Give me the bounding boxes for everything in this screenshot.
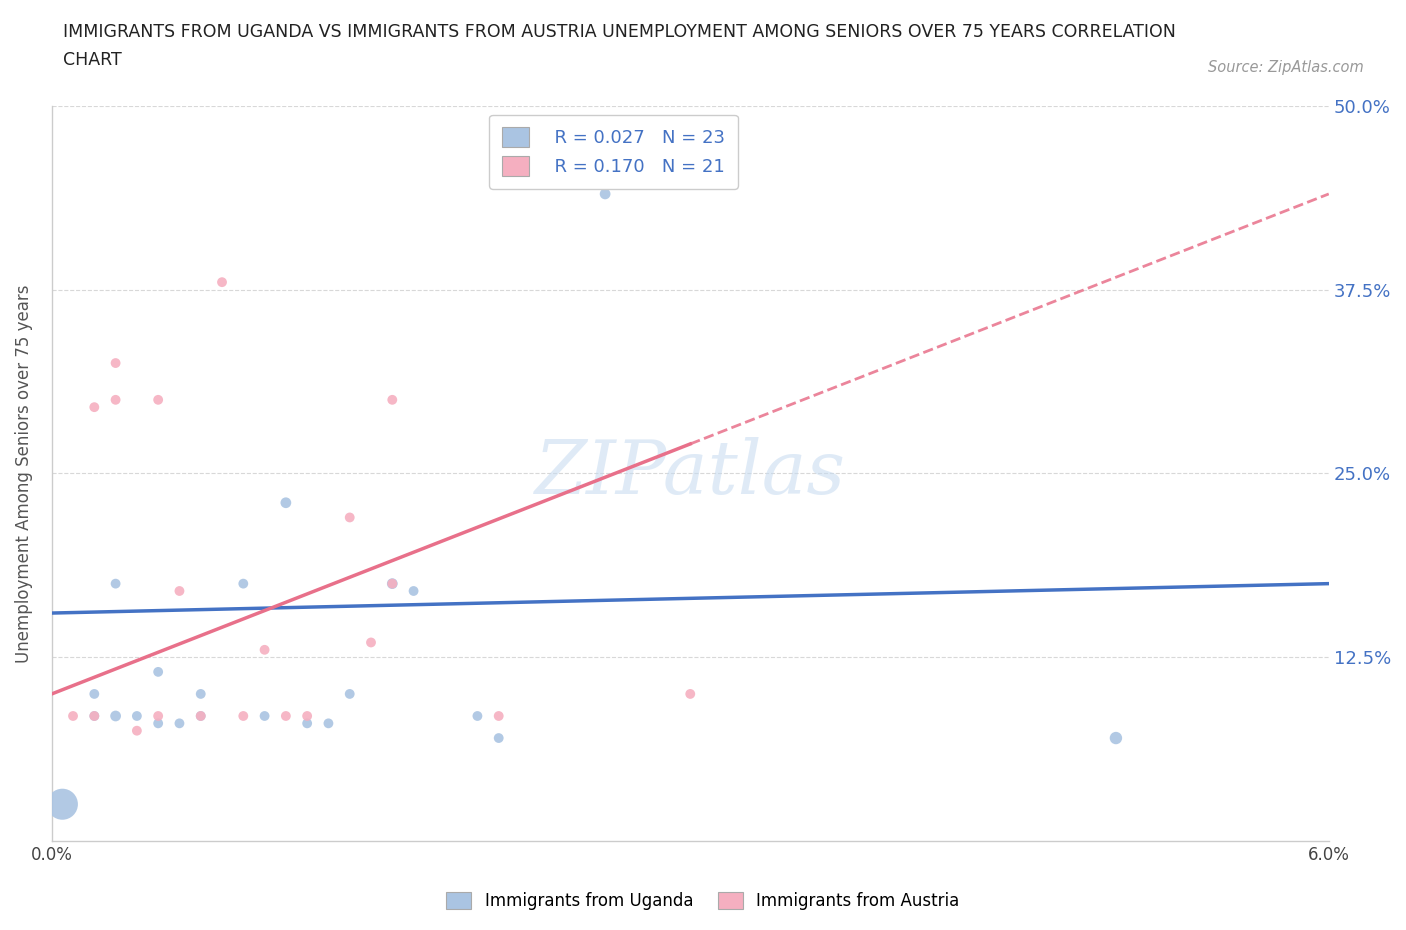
Point <box>169 583 191 598</box>
Point <box>381 392 404 407</box>
Point <box>146 664 169 679</box>
Text: ZIPatlas: ZIPatlas <box>534 437 846 510</box>
Point <box>83 709 105 724</box>
Point <box>51 797 73 812</box>
Point <box>190 686 212 701</box>
Point <box>104 392 127 407</box>
Point <box>467 709 489 724</box>
Point <box>83 400 105 415</box>
Point <box>190 709 212 724</box>
Point <box>679 686 702 701</box>
Point <box>104 577 127 591</box>
Point <box>232 577 254 591</box>
Text: CHART: CHART <box>63 51 122 69</box>
Legend: Immigrants from Uganda, Immigrants from Austria: Immigrants from Uganda, Immigrants from … <box>440 885 966 917</box>
Point <box>488 709 510 724</box>
Point <box>146 709 169 724</box>
Point <box>169 716 191 731</box>
Point <box>274 496 297 511</box>
Point <box>125 724 148 738</box>
Point <box>488 731 510 746</box>
Point <box>62 709 84 724</box>
Point <box>274 709 297 724</box>
Point <box>339 510 361 525</box>
Point <box>318 716 340 731</box>
Point <box>146 392 169 407</box>
Point <box>381 577 404 591</box>
Legend:   R = 0.027   N = 23,   R = 0.170   N = 21: R = 0.027 N = 23, R = 0.170 N = 21 <box>489 114 738 189</box>
Point <box>381 577 404 591</box>
Point <box>104 709 127 724</box>
Text: Source: ZipAtlas.com: Source: ZipAtlas.com <box>1208 60 1364 75</box>
Y-axis label: Unemployment Among Seniors over 75 years: Unemployment Among Seniors over 75 years <box>15 284 32 662</box>
Point <box>1105 731 1128 746</box>
Point <box>295 709 318 724</box>
Point <box>104 355 127 370</box>
Text: IMMIGRANTS FROM UGANDA VS IMMIGRANTS FROM AUSTRIA UNEMPLOYMENT AMONG SENIORS OVE: IMMIGRANTS FROM UGANDA VS IMMIGRANTS FRO… <box>63 23 1177 41</box>
Point <box>339 686 361 701</box>
Point <box>211 274 233 289</box>
Point <box>146 716 169 731</box>
Point <box>253 643 276 658</box>
Point <box>253 709 276 724</box>
Point <box>295 716 318 731</box>
Point <box>402 583 425 598</box>
Point <box>125 709 148 724</box>
Point <box>190 709 212 724</box>
Point <box>360 635 382 650</box>
Point <box>83 709 105 724</box>
Point <box>232 709 254 724</box>
Point <box>593 187 616 202</box>
Point <box>83 686 105 701</box>
